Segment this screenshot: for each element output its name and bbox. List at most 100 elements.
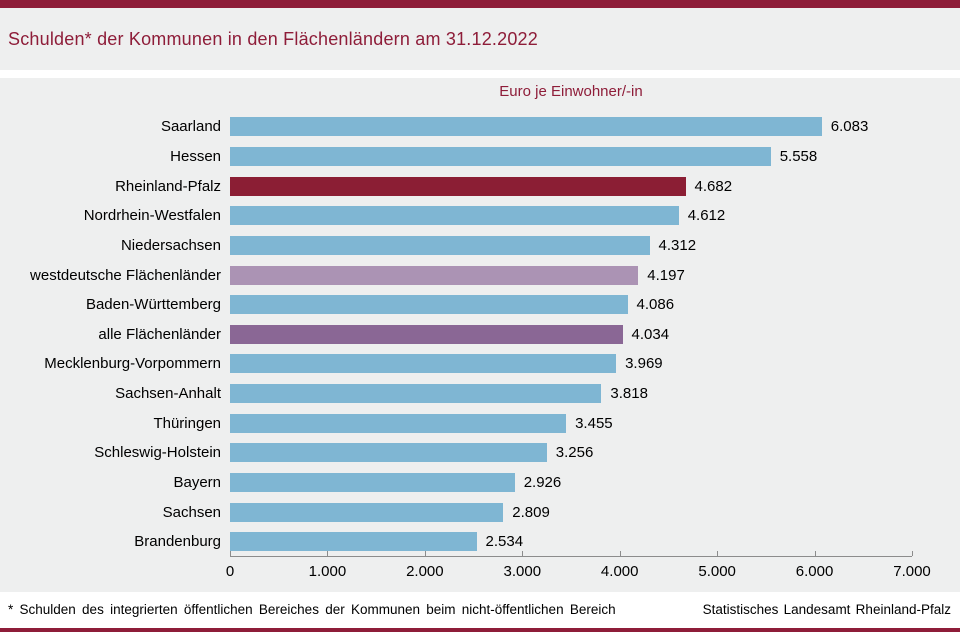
category-label: Hessen xyxy=(170,147,221,165)
bar-value-label: 4.086 xyxy=(636,296,675,314)
bar-value-label: 4.612 xyxy=(687,207,726,225)
x-axis-tick-label: 4.000 xyxy=(600,563,639,580)
bar-sachsen-anhalt xyxy=(230,384,602,404)
bar-area: 3.818 xyxy=(230,384,960,404)
bottom-accent-bar xyxy=(0,628,960,632)
category-label: Rheinland-Pfalz xyxy=(115,177,221,195)
x-axis-tick xyxy=(814,551,816,556)
category-label: Brandenburg xyxy=(134,533,221,551)
category-label: Sachsen xyxy=(162,503,221,521)
title-band: Schulden* der Kommunen in den Flächenlän… xyxy=(0,8,960,70)
x-axis-tick xyxy=(522,551,524,556)
bar-row: Hessen 5.558 xyxy=(0,142,960,172)
x-axis-tick xyxy=(230,551,231,556)
bar-niedersachsen xyxy=(230,235,650,255)
category-label: Thüringen xyxy=(153,414,221,432)
bar-area: 4.312 xyxy=(230,235,960,255)
bar-row: Niedersachsen 4.312 xyxy=(0,231,960,261)
bar-row: Bayern 2.926 xyxy=(0,468,960,498)
category-label: Nordrhein-Westfalen xyxy=(83,207,221,225)
x-axis-tick xyxy=(912,551,913,556)
title-chart-divider xyxy=(0,70,960,78)
bar-saarland xyxy=(230,117,822,137)
bar-baden-w-rttemberg xyxy=(230,295,628,315)
category-label: Mecklenburg-Vorpommern xyxy=(44,355,221,373)
bar-value-label: 4.034 xyxy=(631,325,670,343)
bar-area: 6.083 xyxy=(230,117,960,137)
bar-row: Mecklenburg-Vorpommern 3.969 xyxy=(0,349,960,379)
bar-rheinland-pfalz xyxy=(230,176,686,196)
bar-area: 3.455 xyxy=(230,413,960,433)
x-axis-tick-label: 5.000 xyxy=(698,563,736,580)
x-axis-tick xyxy=(424,551,426,556)
bar-area: 3.256 xyxy=(230,443,960,463)
bar-area: 4.612 xyxy=(230,206,960,226)
bar-brandenburg xyxy=(230,532,477,552)
bar-bayern xyxy=(230,473,515,492)
bar-row: Rheinland-Pfalz 4.682 xyxy=(0,171,960,201)
bar-area: 2.534 xyxy=(230,532,960,552)
bar-row: Sachsen 2.809 xyxy=(0,497,960,527)
x-axis-tick-label: 6.000 xyxy=(795,563,834,580)
x-axis-tick-label: 0 xyxy=(225,563,235,580)
bar-westdeutsche-fl-chenl-nder xyxy=(230,265,639,285)
x-axis: 0 1.000 2.000 3.000 4.000 5.000 6.000 7.000 xyxy=(226,551,931,580)
chart-panel: Euro je Einwohner/-in Saarland 6.083 Hesse… xyxy=(0,78,960,592)
bar-row: Sachsen-Anhalt 3.818 xyxy=(0,379,960,409)
category-label: Niedersachsen xyxy=(120,236,221,254)
bar-area: 2.809 xyxy=(230,502,960,522)
bar-row: Nordrhein-Westfalen 4.612 xyxy=(0,201,960,231)
bar-row: Saarland 6.083 xyxy=(0,112,960,142)
bar-area: 4.682 xyxy=(230,176,960,196)
bar-value-label: 3.818 xyxy=(610,385,648,403)
bar-nordrhein-westfalen xyxy=(230,206,679,226)
bar-value-label: 4.312 xyxy=(658,236,697,254)
page-title: Schulden* der Kommunen in den Flächenlän… xyxy=(8,28,538,49)
axis-unit-label: Euro je Einwohner/-in xyxy=(499,83,643,100)
category-label: Schleswig-Holstein xyxy=(94,444,221,462)
x-axis-tick xyxy=(717,551,719,556)
bar-row: alle Flächenländer 4.034 xyxy=(0,319,960,349)
bar-value-label: 2.534 xyxy=(485,533,524,551)
bar-area: 2.926 xyxy=(230,473,960,492)
x-axis-tick-label: 7.000 xyxy=(893,563,931,580)
bar-value-label: 4.682 xyxy=(694,177,733,195)
bar-hessen xyxy=(230,146,771,166)
footnote: * Schulden des integrierten öffentlichen… xyxy=(8,602,616,617)
category-label: westdeutsche Flächenländer xyxy=(30,266,221,284)
bar-row: Baden-Württemberg 4.086 xyxy=(0,290,960,320)
bar-value-label: 3.256 xyxy=(555,444,594,462)
source-credit: Statistisches Landesamt Rheinland-Pfalz xyxy=(702,602,951,617)
bar-area: 4.034 xyxy=(230,324,960,344)
bar-row: Schleswig-Holstein 3.256 xyxy=(0,438,960,468)
bar-area: 4.086 xyxy=(230,295,960,315)
x-axis-tick xyxy=(619,551,621,556)
bar-area: 5.558 xyxy=(230,146,960,166)
bar-value-label: 3.455 xyxy=(575,414,613,432)
top-accent-bar xyxy=(0,0,960,8)
bar-value-label: 6.083 xyxy=(830,118,869,136)
bar-th-ringen xyxy=(230,413,567,433)
bar-value-label: 5.558 xyxy=(779,147,818,165)
bar-mecklenburg-vorpommern xyxy=(230,354,617,374)
category-label: Baden-Württemberg xyxy=(85,296,221,314)
bar-value-label: 2.926 xyxy=(523,474,562,491)
bar-value-label: 3.969 xyxy=(625,355,663,373)
bar-value-label: 4.197 xyxy=(647,266,685,284)
category-label: Sachsen-Anhalt xyxy=(115,385,221,403)
bar-row: Thüringen 3.455 xyxy=(0,408,960,438)
bar-alle-fl-chenl-nder xyxy=(230,324,623,344)
x-axis-tick-label: 3.000 xyxy=(503,563,542,580)
footer: * Schulden des integrierten öffentlichen… xyxy=(0,592,960,628)
bar-value-label: 2.809 xyxy=(512,503,550,521)
bar-rows: Saarland 6.083 Hessen 5.558 Rheinland-Pfalz 4… xyxy=(0,112,960,557)
category-label: Saarland xyxy=(160,118,221,136)
bar-row: Brandenburg 2.534 xyxy=(0,527,960,557)
bar-area: 3.969 xyxy=(230,354,960,374)
bar-schleswig-holstein xyxy=(230,443,547,463)
x-axis-tick xyxy=(327,551,329,556)
x-axis-tick-label: 1.000 xyxy=(308,563,347,580)
bar-sachsen xyxy=(230,502,504,522)
bar-area: 4.197 xyxy=(230,265,960,285)
bar-row: westdeutsche Flächenländer 4.197 xyxy=(0,260,960,290)
